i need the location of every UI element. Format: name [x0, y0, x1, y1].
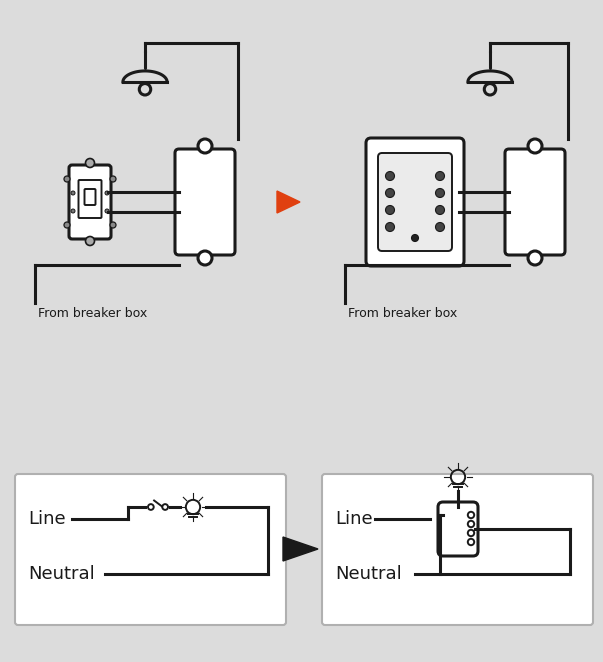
Text: Neutral: Neutral [28, 565, 95, 583]
FancyBboxPatch shape [378, 153, 452, 251]
Circle shape [435, 189, 444, 197]
Circle shape [110, 176, 116, 182]
Circle shape [385, 205, 394, 214]
Circle shape [385, 222, 394, 232]
Circle shape [411, 234, 418, 242]
Circle shape [110, 222, 116, 228]
FancyBboxPatch shape [366, 138, 464, 266]
Circle shape [198, 251, 212, 265]
Circle shape [468, 539, 474, 545]
Text: From breaker box: From breaker box [38, 307, 147, 320]
Circle shape [64, 176, 70, 182]
Polygon shape [283, 537, 318, 561]
Circle shape [71, 209, 75, 213]
Circle shape [435, 171, 444, 181]
Circle shape [86, 158, 95, 167]
Circle shape [528, 251, 542, 265]
Circle shape [105, 191, 109, 195]
Circle shape [528, 139, 542, 153]
FancyBboxPatch shape [322, 474, 593, 625]
FancyBboxPatch shape [78, 180, 101, 218]
Text: From breaker box: From breaker box [348, 307, 457, 320]
Circle shape [385, 171, 394, 181]
Circle shape [105, 209, 109, 213]
Circle shape [71, 191, 75, 195]
Circle shape [468, 512, 474, 518]
Text: Neutral: Neutral [335, 565, 402, 583]
FancyBboxPatch shape [84, 189, 95, 205]
Circle shape [198, 139, 212, 153]
FancyBboxPatch shape [505, 149, 565, 255]
FancyBboxPatch shape [15, 474, 286, 625]
Circle shape [64, 222, 70, 228]
Circle shape [86, 236, 95, 246]
Circle shape [468, 530, 474, 536]
Circle shape [435, 205, 444, 214]
FancyBboxPatch shape [69, 165, 111, 239]
Circle shape [385, 189, 394, 197]
FancyBboxPatch shape [175, 149, 235, 255]
Text: Line: Line [28, 510, 66, 528]
Polygon shape [277, 191, 300, 213]
Circle shape [435, 222, 444, 232]
Circle shape [468, 521, 474, 527]
Text: Line: Line [335, 510, 373, 528]
FancyBboxPatch shape [438, 502, 478, 556]
